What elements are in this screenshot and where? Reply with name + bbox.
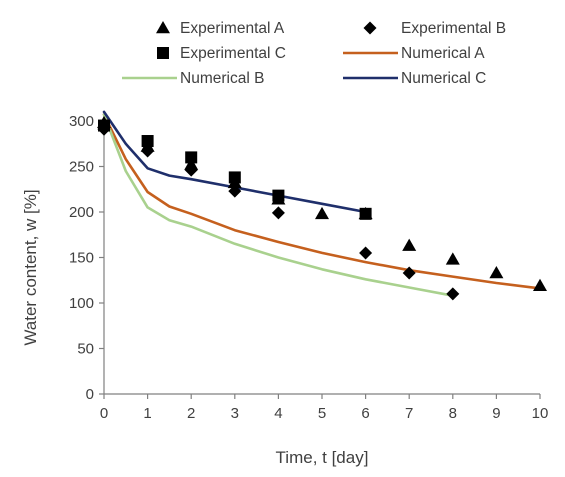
x-tick-label: 9 [492,405,500,422]
series-experimental-b [97,122,460,301]
legend-item: Numerical B [122,70,264,87]
x-tick-label: 5 [318,405,326,422]
legend-label: Experimental A [180,20,285,37]
legend-label: Numerical A [401,45,485,62]
legend-marker [363,21,377,35]
series-line-numerical-c [102,110,367,214]
data-point [445,252,460,265]
y-tick-label: 0 [86,386,94,403]
legend-marker [156,21,170,34]
legend: Experimental A Experimental B Experimental… [122,20,506,87]
x-tick-label: 3 [231,405,239,422]
series-line-numerical-a [102,113,542,290]
y-axis-title: Water content, w [%] [21,189,40,345]
series-line-numerical-b [102,113,455,297]
legend-label: Numerical B [180,70,264,87]
y-tick-label: 250 [69,159,94,176]
x-tick-label: 8 [449,405,457,422]
y-tick-label: 150 [69,250,94,267]
legend-marker [157,47,169,59]
data-point [315,206,329,220]
legend-item: Experimental A [156,20,285,37]
x-tick-label: 2 [187,405,195,422]
data-point [533,278,547,291]
x-tick-label: 1 [143,405,151,422]
legend-label: Experimental C [180,45,286,62]
legend-item: Numerical A [343,45,485,62]
x-tick-label: 6 [361,405,369,422]
series-experimental-c [98,119,372,220]
x-tick-label: 4 [274,405,282,422]
y-tick-label: 200 [69,204,94,221]
x-axis-title: Time, t [day] [276,448,369,467]
x-tick-label: 0 [100,405,108,422]
y-axis-ticks: 0 50 100 150 200 250 300 [69,113,104,403]
data-point [228,171,241,184]
data-point [359,207,372,220]
legend-item: Experimental C [157,45,286,62]
data-point [141,144,155,158]
legend-label: Numerical C [401,70,486,87]
x-tick-label: 7 [405,405,413,422]
data-point [359,246,373,260]
data-point [402,238,417,251]
legend-item: Numerical C [343,70,486,87]
legend-item: Experimental B [363,20,506,37]
legend-label: Experimental B [401,20,506,37]
data-point [272,189,285,202]
data-point [184,163,198,177]
data-point [228,184,242,198]
data-point [402,266,416,280]
data-point [446,287,460,301]
y-tick-label: 50 [77,341,94,358]
data-point [271,206,285,220]
data-point [185,151,198,164]
data-point [98,119,110,132]
x-axis-ticks: 0 1 2 3 4 5 6 7 8 9 10 [100,394,549,422]
axes [103,121,540,395]
x-tick-label: 10 [532,405,549,422]
data-point [141,135,154,148]
y-tick-label: 100 [69,295,94,312]
y-tick-label: 300 [69,113,94,130]
series-layer [97,110,547,301]
data-point [489,265,504,279]
